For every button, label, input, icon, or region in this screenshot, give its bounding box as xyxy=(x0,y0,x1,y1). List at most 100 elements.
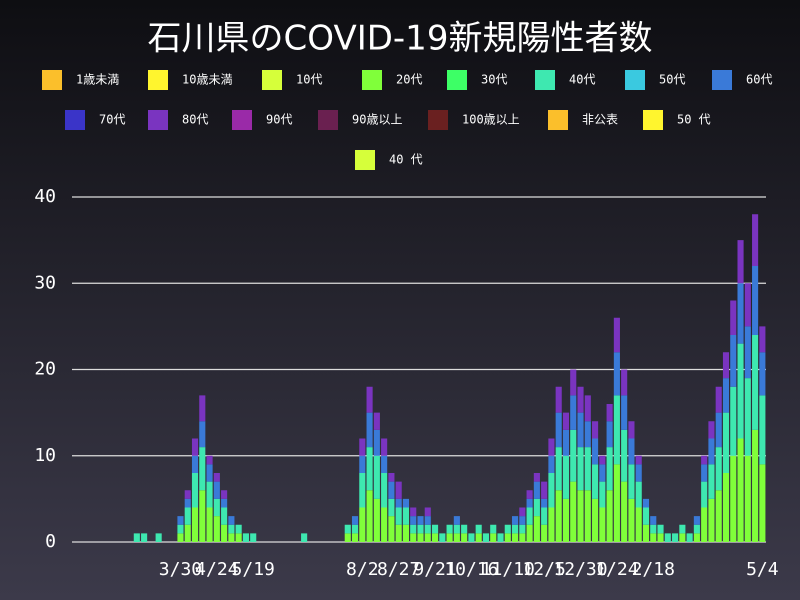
bar-segment xyxy=(366,447,373,491)
bar-segment xyxy=(701,507,708,542)
legend-swatch xyxy=(447,70,467,90)
bar-segment xyxy=(693,524,700,534)
bar-segment xyxy=(410,507,417,517)
bar-segment xyxy=(213,481,220,499)
bar-segment xyxy=(701,464,708,482)
bar-segment xyxy=(141,533,148,542)
bar-segment xyxy=(562,498,570,542)
bar-segment xyxy=(344,533,351,542)
bar-segment xyxy=(722,412,730,473)
bar-segment xyxy=(628,438,635,465)
bar-segment xyxy=(606,404,613,422)
bar-segment xyxy=(737,240,744,284)
x-tick-label: 10/16 xyxy=(444,559,498,580)
bar-segment xyxy=(562,429,570,456)
bar-segment xyxy=(730,455,737,542)
bar-segment xyxy=(184,524,191,542)
bar-segment xyxy=(344,524,351,534)
bar-segment xyxy=(759,352,766,396)
legend-label: 80代 xyxy=(182,113,208,127)
legend-swatch xyxy=(318,110,338,130)
legend-label: 非公表 xyxy=(582,113,618,127)
x-tick-label: 5/19 xyxy=(232,559,275,580)
bar-segment xyxy=(402,498,410,508)
bar-segment xyxy=(650,524,657,534)
bar-segment xyxy=(715,490,722,542)
bar-segment xyxy=(613,317,620,353)
bar-segment xyxy=(722,352,730,379)
legend-swatch xyxy=(362,70,382,90)
bar-segment xyxy=(395,524,402,542)
bar-segment xyxy=(417,524,424,534)
bar-segment xyxy=(482,533,490,542)
bar-segment xyxy=(526,498,533,508)
bar-segment xyxy=(708,438,715,465)
bar-segment xyxy=(475,533,482,542)
bar-segment xyxy=(381,455,388,473)
bar-segment xyxy=(526,490,533,499)
bar-segment xyxy=(519,524,526,534)
bar-segment xyxy=(708,498,715,542)
x-tick-label: 5/4 xyxy=(746,559,779,580)
legend-swatch xyxy=(355,150,375,170)
y-tick-label: 0 xyxy=(45,531,56,552)
bar-segment xyxy=(752,429,759,542)
bar-segment xyxy=(512,533,519,542)
bar-segment xyxy=(744,283,751,327)
y-tick-label: 40 xyxy=(34,186,56,207)
legend-swatch xyxy=(148,110,168,130)
x-tick-label: 4/24 xyxy=(195,559,238,580)
bar-segment xyxy=(213,498,220,517)
bar-segment xyxy=(533,498,540,517)
bar-segment xyxy=(512,524,519,534)
bar-segment xyxy=(381,438,388,456)
legend-label: 60代 xyxy=(746,73,772,87)
bar-segment xyxy=(628,464,635,499)
bar-segment xyxy=(672,533,679,542)
bar-segment xyxy=(548,473,555,508)
bar-segment xyxy=(737,283,744,344)
legend-label: 70代 xyxy=(99,113,125,127)
legend-label: 30代 xyxy=(481,73,507,87)
bar-segment xyxy=(570,395,577,430)
bar-segment xyxy=(613,395,620,465)
bar-segment xyxy=(599,507,606,542)
bar-segment xyxy=(555,386,562,413)
bar-segment xyxy=(424,524,431,534)
legend-swatch xyxy=(262,70,282,90)
x-tick-label: 2/18 xyxy=(632,559,675,580)
bar-segment xyxy=(752,266,759,335)
bar-segment xyxy=(548,455,555,473)
bar-segment xyxy=(490,524,497,534)
bar-segment xyxy=(730,300,737,335)
bar-segment xyxy=(395,507,402,525)
bar-segment xyxy=(388,498,395,517)
bar-segment xyxy=(395,481,402,499)
y-tick-label: 20 xyxy=(34,359,56,380)
bar-segment xyxy=(693,533,700,542)
bar-segment xyxy=(533,516,540,542)
bar-segment xyxy=(431,524,439,534)
bar-segment xyxy=(657,524,664,534)
bar-segment xyxy=(410,516,417,525)
bar-segment xyxy=(584,490,591,542)
bar-segment xyxy=(613,464,620,542)
bar-segment xyxy=(635,507,642,542)
bar-segment xyxy=(592,438,599,465)
bar-segment xyxy=(701,455,708,465)
bar-segment xyxy=(461,524,468,534)
legend-swatch xyxy=(42,70,62,90)
bar-segment xyxy=(577,386,584,413)
bar-segment xyxy=(555,447,562,491)
bar-segment xyxy=(548,507,555,542)
bar-segment xyxy=(402,507,410,525)
bar-segment xyxy=(417,516,424,525)
bar-segment xyxy=(642,524,650,542)
legend-label: 100歳以上 xyxy=(462,113,520,127)
bar-segment xyxy=(715,447,722,491)
bar-segment xyxy=(606,490,613,542)
bar-segment xyxy=(191,507,199,542)
bar-segment xyxy=(228,524,235,534)
bar-segment xyxy=(730,335,737,387)
